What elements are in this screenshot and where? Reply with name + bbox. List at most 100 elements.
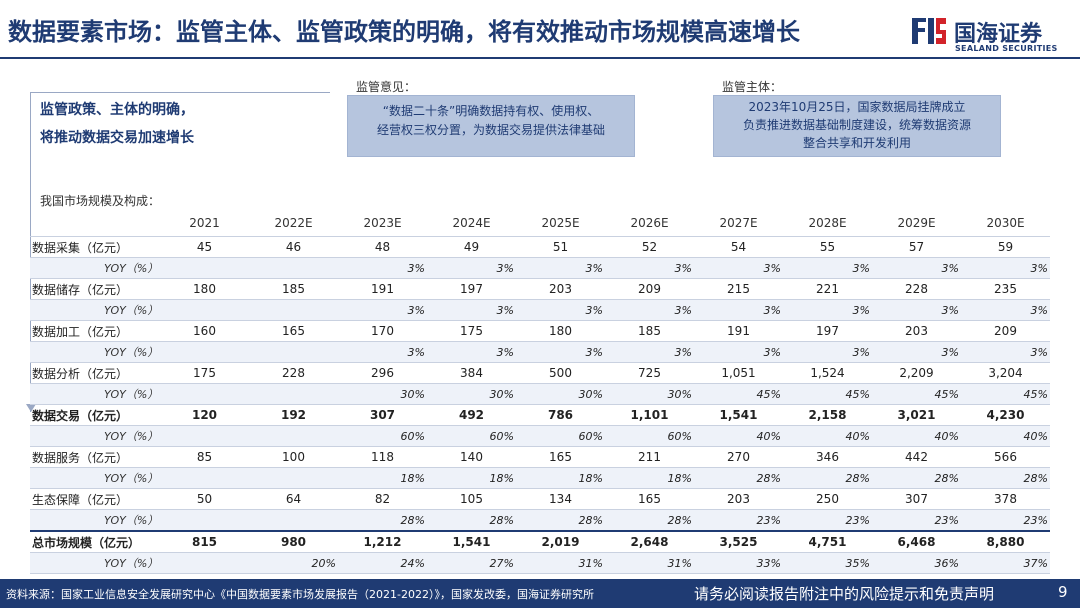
- value-cell: 165: [516, 446, 605, 468]
- value-cell: 3,525: [694, 530, 783, 553]
- logo-text-cn: 国海证券: [954, 22, 1043, 47]
- value-cell: 492: [427, 404, 516, 426]
- value-cell: 120: [160, 404, 249, 426]
- value-cell: 57: [872, 236, 961, 258]
- value-cell: 2,019: [516, 530, 605, 553]
- value-cell: 500: [516, 362, 605, 384]
- value-cell: 2,648: [605, 530, 694, 553]
- value-cell: 52: [605, 236, 694, 258]
- supervision-body-box: 2023年10月25日，国家数据局挂牌成立 负责推进数据基础制度建设，统筹数据资…: [713, 95, 1001, 157]
- yoy-cell: 3%: [694, 299, 783, 321]
- value-cell: 3,021: [872, 404, 961, 426]
- yoy-cell: 3%: [427, 257, 516, 279]
- table-row: 数据交易（亿元） 120 192 307 492 786 1,101 1,541 2,158 3,…: [30, 404, 1050, 426]
- value-cell: 197: [783, 320, 872, 342]
- year-header: 2028E: [783, 210, 872, 237]
- table-row: 数据采集（亿元） 45 46 48 49 51 52 54 55 57 59: [30, 236, 1050, 258]
- yoy-cell: 3%: [961, 341, 1050, 363]
- value-cell: 185: [249, 278, 338, 300]
- value-cell: 378: [961, 488, 1050, 510]
- value-cell: 64: [249, 488, 338, 510]
- yoy-cell: 3%: [427, 341, 516, 363]
- table-row-yoy: YOY（%） 60% 60% 60% 60% 40% 40% 40% 40%: [30, 425, 1050, 447]
- value-cell: 165: [605, 488, 694, 510]
- yoy-cell: [160, 383, 249, 405]
- logo-mark-icon: [910, 14, 948, 48]
- yoy-cell: 23%: [961, 509, 1050, 532]
- frame-top-line: [30, 92, 330, 93]
- logo-text-en: SEALAND SECURITIES: [955, 44, 1058, 53]
- yoy-cell: 45%: [783, 383, 872, 405]
- yoy-cell: 30%: [516, 383, 605, 405]
- value-cell: 209: [961, 320, 1050, 342]
- table-row: 数据加工（亿元） 160 165 170 175 180 185 191 197 203 209: [30, 320, 1050, 342]
- row-label: 数据采集（亿元）: [30, 236, 160, 258]
- value-cell: 209: [605, 278, 694, 300]
- table-body: 数据采集（亿元） 45 46 48 49 51 52 54 55 57 59 YOY（%） 3% 3% 3%…: [30, 236, 1050, 574]
- value-cell: 6,468: [872, 530, 961, 553]
- value-cell: 51: [516, 236, 605, 258]
- yoy-cell: [249, 341, 338, 363]
- yoy-cell: 23%: [872, 509, 961, 532]
- table-row-yoy: YOY（%） 18% 18% 18% 18% 28% 28% 28% 28%: [30, 467, 1050, 489]
- value-cell: 170: [338, 320, 427, 342]
- value-cell: 2,158: [783, 404, 872, 426]
- header-blank: [30, 210, 160, 237]
- yoy-cell: 28%: [694, 467, 783, 489]
- row-label: 生态保障（亿元）: [30, 488, 160, 510]
- value-cell: 228: [249, 362, 338, 384]
- company-logo: 国海证券 SEALAND SECURITIES: [910, 8, 1070, 58]
- yoy-cell: [249, 425, 338, 447]
- yoy-cell: 40%: [694, 425, 783, 447]
- value-cell: 270: [694, 446, 783, 468]
- row-label: 数据分析（亿元）: [30, 362, 160, 384]
- yoy-label: YOY（%）: [30, 552, 160, 574]
- row-label: 数据服务（亿元）: [30, 446, 160, 468]
- value-cell: 296: [338, 362, 427, 384]
- yoy-cell: 40%: [872, 425, 961, 447]
- yoy-cell: 37%: [961, 552, 1050, 574]
- yoy-cell: [249, 509, 338, 532]
- table-caption: 我国市场规模及构成：: [40, 194, 161, 208]
- value-cell: 59: [961, 236, 1050, 258]
- value-cell: 165: [249, 320, 338, 342]
- value-cell: 48: [338, 236, 427, 258]
- market-size-table: 2021 2022E 2023E 2024E 2025E 2026E 2027E…: [30, 210, 1050, 574]
- yoy-cell: 18%: [516, 467, 605, 489]
- yoy-cell: 60%: [605, 425, 694, 447]
- value-cell: 140: [427, 446, 516, 468]
- value-cell: 55: [783, 236, 872, 258]
- yoy-cell: 3%: [605, 299, 694, 321]
- yoy-cell: 3%: [783, 299, 872, 321]
- value-cell: 566: [961, 446, 1050, 468]
- table-row: 数据储存（亿元） 180 185 191 197 203 209 215 221 228 235: [30, 278, 1050, 300]
- value-cell: 3,204: [961, 362, 1050, 384]
- supervision-opinion-label: 监管意见：: [356, 80, 417, 94]
- yoy-cell: 60%: [338, 425, 427, 447]
- supervision-body-line-3: 整合共享和开发利用: [802, 136, 911, 150]
- row-label: 总市场规模（亿元）: [30, 530, 160, 553]
- yoy-cell: 45%: [872, 383, 961, 405]
- yoy-cell: [160, 257, 249, 279]
- yoy-cell: [249, 257, 338, 279]
- value-cell: 192: [249, 404, 338, 426]
- value-cell: 4,230: [961, 404, 1050, 426]
- value-cell: 191: [694, 320, 783, 342]
- value-cell: 203: [694, 488, 783, 510]
- yoy-cell: 3%: [872, 341, 961, 363]
- yoy-cell: 18%: [605, 467, 694, 489]
- yoy-cell: 20%: [249, 552, 338, 574]
- yoy-cell: [160, 341, 249, 363]
- footer-bar: 资料来源：国家工业信息安全发展研究中心《中国数据要素市场发展报告（2021-20…: [0, 579, 1080, 608]
- yoy-cell: [249, 383, 338, 405]
- yoy-cell: 35%: [783, 552, 872, 574]
- yoy-cell: 40%: [961, 425, 1050, 447]
- row-label: 数据交易（亿元）: [30, 404, 160, 426]
- value-cell: 1,541: [427, 530, 516, 553]
- yoy-cell: 31%: [516, 552, 605, 574]
- value-cell: 175: [160, 362, 249, 384]
- year-header: 2021: [160, 210, 249, 237]
- yoy-cell: 40%: [783, 425, 872, 447]
- yoy-cell: 30%: [338, 383, 427, 405]
- yoy-cell: 3%: [338, 299, 427, 321]
